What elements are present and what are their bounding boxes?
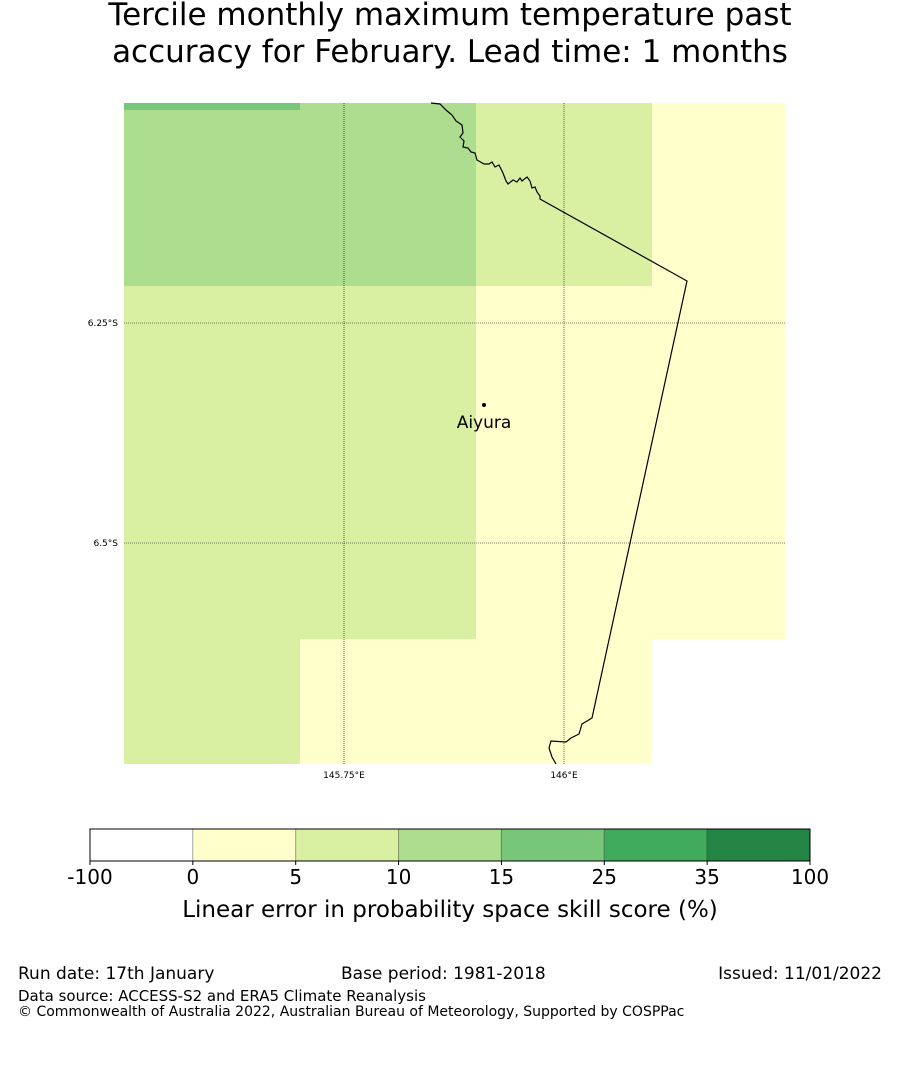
colorbar-segment <box>706 828 811 862</box>
cell-0-5 <box>476 286 652 639</box>
lat-label: 6.25°S <box>88 319 119 329</box>
lon-label: 145.75°E <box>323 771 365 781</box>
colorbar-tick-label: -100 <box>67 865 112 889</box>
base-period: Base period: 1981-2018 <box>341 964 546 984</box>
title-line-2: accuracy for February. Lead time: 1 mont… <box>112 34 788 70</box>
issued-date: Issued: 11/01/2022 <box>718 964 882 984</box>
lat-labels: 6.25°S 6.5°S <box>88 319 119 549</box>
colorbar-title: Linear error in probability space skill … <box>182 897 718 923</box>
colorbar-outline <box>89 828 811 862</box>
lon-labels: 145.75°E 146°E <box>323 771 578 781</box>
colorbar-tick-label: 15 <box>489 865 514 889</box>
gridlines <box>124 103 785 764</box>
cell-10-15 <box>124 103 476 286</box>
cell-5-10 <box>476 103 652 286</box>
colorbar-segment <box>192 828 297 862</box>
colorbar-tick-label: 25 <box>592 865 617 889</box>
run-date: Run date: 17th January <box>18 964 215 984</box>
place-label: Aiyura <box>457 413 512 433</box>
colorbar-tick-label: 10 <box>386 865 411 889</box>
colorbar-tick-label: 5 <box>289 865 302 889</box>
lat-label: 6.5°S <box>93 539 118 549</box>
colorbar-tick-label: 100 <box>791 865 829 889</box>
colorbar-segment <box>603 828 708 862</box>
cell-5-10 <box>124 639 300 764</box>
colorbar-segment <box>500 828 605 862</box>
colorbar-segment <box>89 828 194 862</box>
place-marker-icon <box>482 403 486 407</box>
colorbar-segment <box>398 828 502 862</box>
colorbar-segment <box>295 828 400 862</box>
colorbar-tick-label: 35 <box>694 865 719 889</box>
coastline <box>430 102 688 765</box>
lon-label: 146°E <box>550 771 578 781</box>
colorbar-tick-label: 0 <box>186 865 199 889</box>
data-source: Data source: ACCESS-S2 and ERA5 Climate … <box>18 987 426 1005</box>
title-line-1: Tercile monthly maximum temperature past <box>108 0 792 33</box>
cell-0-5 <box>652 103 785 639</box>
cell-15-25 <box>124 103 300 110</box>
copyright: © Commonwealth of Australia 2022, Austra… <box>18 1004 685 1020</box>
cell-5-10 <box>124 286 476 639</box>
skill-grid <box>124 103 785 764</box>
colorbar: -100 0 5 10 15 25 35 100 <box>67 828 829 889</box>
cell-0-5 <box>300 639 652 764</box>
